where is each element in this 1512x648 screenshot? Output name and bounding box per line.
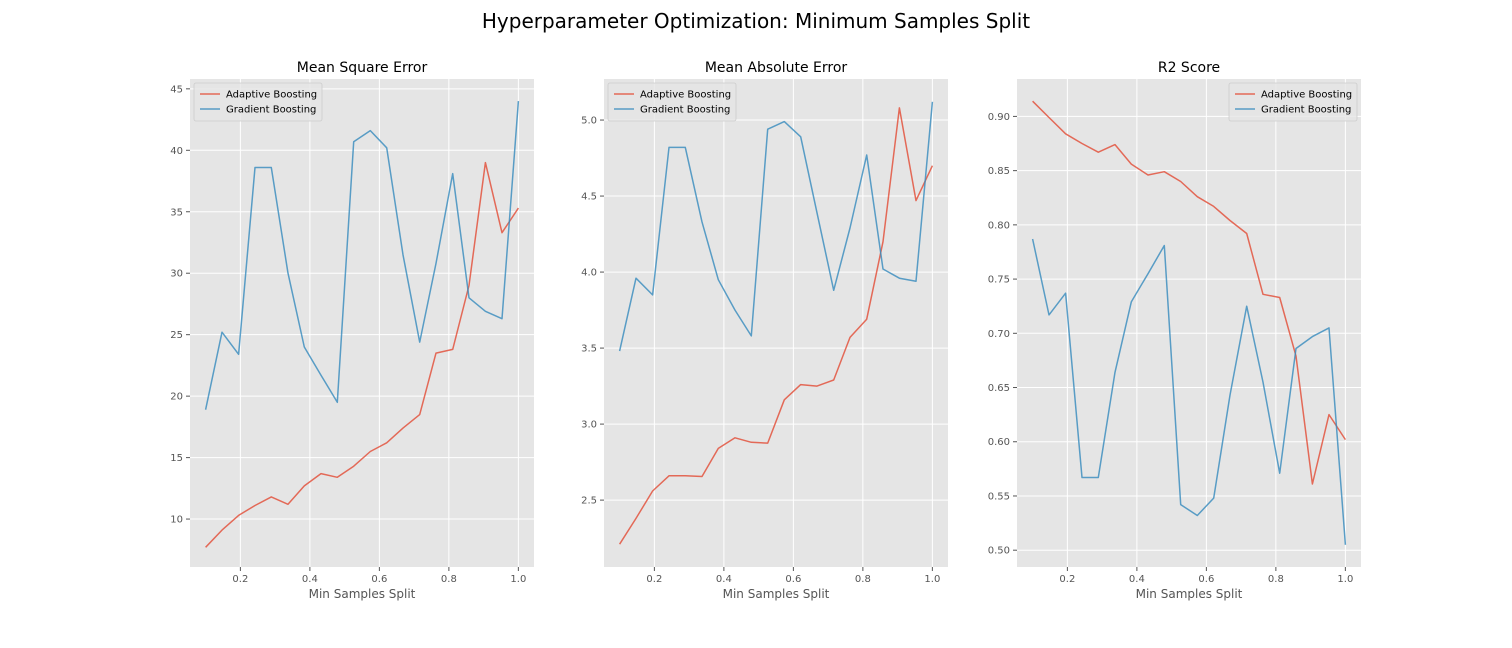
legend: Adaptive Boosting Gradient Boosting <box>607 82 737 122</box>
series-line-adaptive-boosting <box>205 161 520 548</box>
plot-area <box>1017 79 1361 567</box>
y-tick-label: 0.90 <box>988 112 1010 123</box>
plot-area <box>190 79 534 567</box>
series-line-gradient-boosting <box>618 101 934 352</box>
legend-box <box>1228 82 1358 122</box>
x-axis-label: Min Samples Split <box>1136 587 1243 601</box>
y-tick-label: 30 <box>170 269 183 280</box>
y-tick-label: 4.0 <box>581 268 597 279</box>
x-tick-label: 0.6 <box>371 574 387 585</box>
legend-label: Gradient Boosting <box>640 105 730 116</box>
y-tick-label: 20 <box>170 392 183 403</box>
y-tick-label: 35 <box>170 207 183 218</box>
y-tick-label: 0.75 <box>988 275 1010 286</box>
y-tick-label: 10 <box>170 515 183 526</box>
y-tick-label: 3.5 <box>581 344 597 355</box>
legend-box <box>193 82 323 122</box>
legend-label: Gradient Boosting <box>1261 105 1351 116</box>
y-tick-label: 0.60 <box>988 437 1010 448</box>
y-tick-label: 0.50 <box>988 546 1010 557</box>
legend-label: Adaptive Boosting <box>640 90 731 101</box>
y-tick-label: 40 <box>170 146 183 157</box>
y-tick-label: 2.5 <box>581 496 597 507</box>
x-tick-label: 0.2 <box>232 574 248 585</box>
x-tick-label: 1.0 <box>510 574 526 585</box>
legend-box <box>607 82 737 122</box>
x-tick-label: 0.4 <box>716 574 732 585</box>
y-tick-label: 0.85 <box>988 166 1010 177</box>
x-tick-label: 0.6 <box>785 574 801 585</box>
series-line-gradient-boosting <box>1031 238 1347 545</box>
x-tick-label: 0.8 <box>441 574 457 585</box>
series-line-adaptive-boosting <box>1032 100 1347 485</box>
x-tick-label: 1.0 <box>1337 574 1353 585</box>
y-tick-label: 15 <box>170 453 183 464</box>
y-tick-label: 0.70 <box>988 329 1010 340</box>
chart-title: Mean Square Error <box>297 60 428 76</box>
figure-title: Hyperparameter Optimization: Minimum Sam… <box>481 9 1031 33</box>
x-tick-label: 0.2 <box>646 574 662 585</box>
x-axis-label: Min Samples Split <box>309 587 416 601</box>
y-tick-label: 0.65 <box>988 383 1010 394</box>
x-axis-label: Min Samples Split <box>723 587 830 601</box>
legend: Adaptive Boosting Gradient Boosting <box>193 82 323 122</box>
chart-panel-1: 0.2 0.4 0.6 0.8 1.0 10 15 20 25 30 35 40 45 Mean Squa… <box>170 60 534 601</box>
x-tick-label: 0.8 <box>1268 574 1284 585</box>
chart-title: Mean Absolute Error <box>705 60 848 76</box>
x-tick-label: 0.4 <box>302 574 318 585</box>
x-tick-label: 0.2 <box>1059 574 1075 585</box>
chart-panel-3: 0.2 0.4 0.6 0.8 1.0 0.50 0.55 0.60 0.65 0.70 0.75 0… <box>988 60 1361 601</box>
x-tick-label: 1.0 <box>924 574 940 585</box>
y-tick-label: 0.80 <box>988 220 1010 231</box>
y-tick-label: 0.55 <box>988 491 1010 502</box>
y-tick-label: 45 <box>170 84 183 95</box>
chart-panel-2: 0.2 0.4 0.6 0.8 1.0 2.5 3.0 3.5 4.0 4.5 5.0 Mean Ab… <box>581 60 948 601</box>
legend-label: Adaptive Boosting <box>226 90 317 101</box>
series-line-gradient-boosting <box>204 101 520 410</box>
legend-label: Gradient Boosting <box>226 105 316 116</box>
y-tick-label: 3.0 <box>581 420 597 431</box>
legend-label: Adaptive Boosting <box>1261 90 1352 101</box>
x-tick-label: 0.6 <box>1198 574 1214 585</box>
x-tick-label: 0.4 <box>1129 574 1145 585</box>
chart-title: R2 Score <box>1158 60 1220 76</box>
legend: Adaptive Boosting Gradient Boosting <box>1228 82 1358 122</box>
y-tick-label: 25 <box>170 330 183 341</box>
x-tick-label: 0.8 <box>855 574 871 585</box>
plot-area <box>604 79 948 567</box>
y-tick-label: 4.5 <box>581 192 597 203</box>
y-tick-label: 5.0 <box>581 116 597 127</box>
